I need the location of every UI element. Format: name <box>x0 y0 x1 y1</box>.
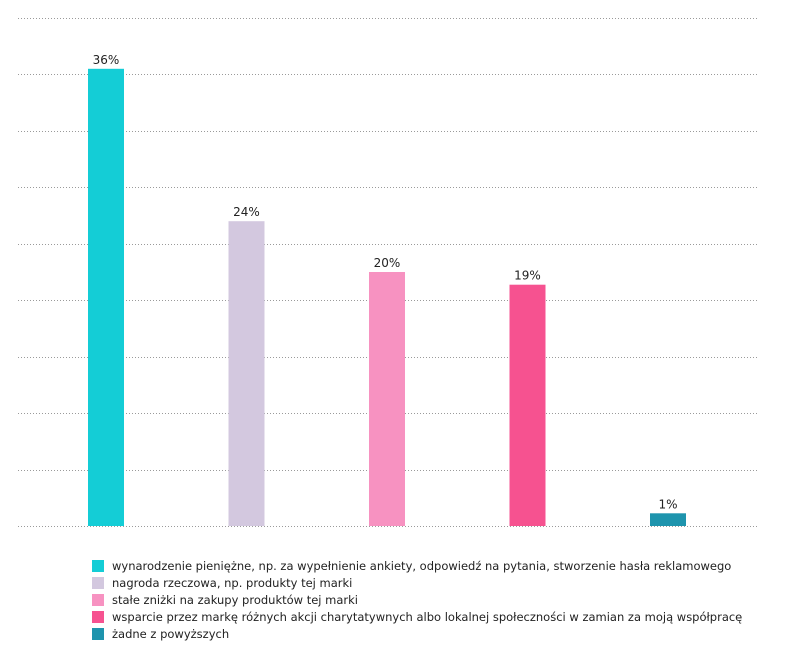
legend-item-1: wynarodzenie pieniężne, np. za wypełnien… <box>92 557 742 574</box>
legend-item-3: stałe zniżki na zakupy produktów tej mar… <box>92 591 742 608</box>
bar-value-label-4: 19% <box>514 269 541 283</box>
bar-1 <box>88 68 124 527</box>
legend-swatch <box>92 627 104 640</box>
legend-item-2: nagroda rzeczowa, np. produkty tej marki <box>92 574 742 591</box>
bar-5 <box>650 513 686 526</box>
bar-value-label-1: 36% <box>93 53 120 67</box>
bars <box>88 68 686 527</box>
legend-item-4: wsparcie przez markę różnych akcji chary… <box>92 608 742 625</box>
legend-swatch <box>92 610 104 623</box>
bar-value-label-3: 20% <box>374 256 401 270</box>
legend-swatch <box>92 576 104 589</box>
bar-value-label-2: 24% <box>233 205 260 219</box>
legend-swatch <box>92 593 104 606</box>
legend: wynarodzenie pieniężne, np. za wypełnien… <box>92 557 742 642</box>
legend-label: nagroda rzeczowa, np. produkty tej marki <box>112 575 353 590</box>
legend-label: żadne z powyższych <box>112 626 230 641</box>
legend-label: stałe zniżki na zakupy produktów tej mar… <box>112 592 358 607</box>
legend-swatch <box>92 559 104 572</box>
value-labels: 36% 24% 20% 19% 1% <box>93 53 678 511</box>
legend-item-5: żadne z powyższych <box>92 625 742 642</box>
bar-3 <box>369 272 405 526</box>
bar-value-label-5: 1% <box>658 497 677 511</box>
bar-4 <box>509 284 546 526</box>
bar-2 <box>228 221 265 526</box>
bar-chart: 36% 24% 20% 19% 1% <box>18 18 757 527</box>
legend-label: wsparcie przez markę różnych akcji chary… <box>112 609 743 624</box>
legend-label: wynarodzenie pieniężne, np. za wypełnien… <box>112 558 732 573</box>
